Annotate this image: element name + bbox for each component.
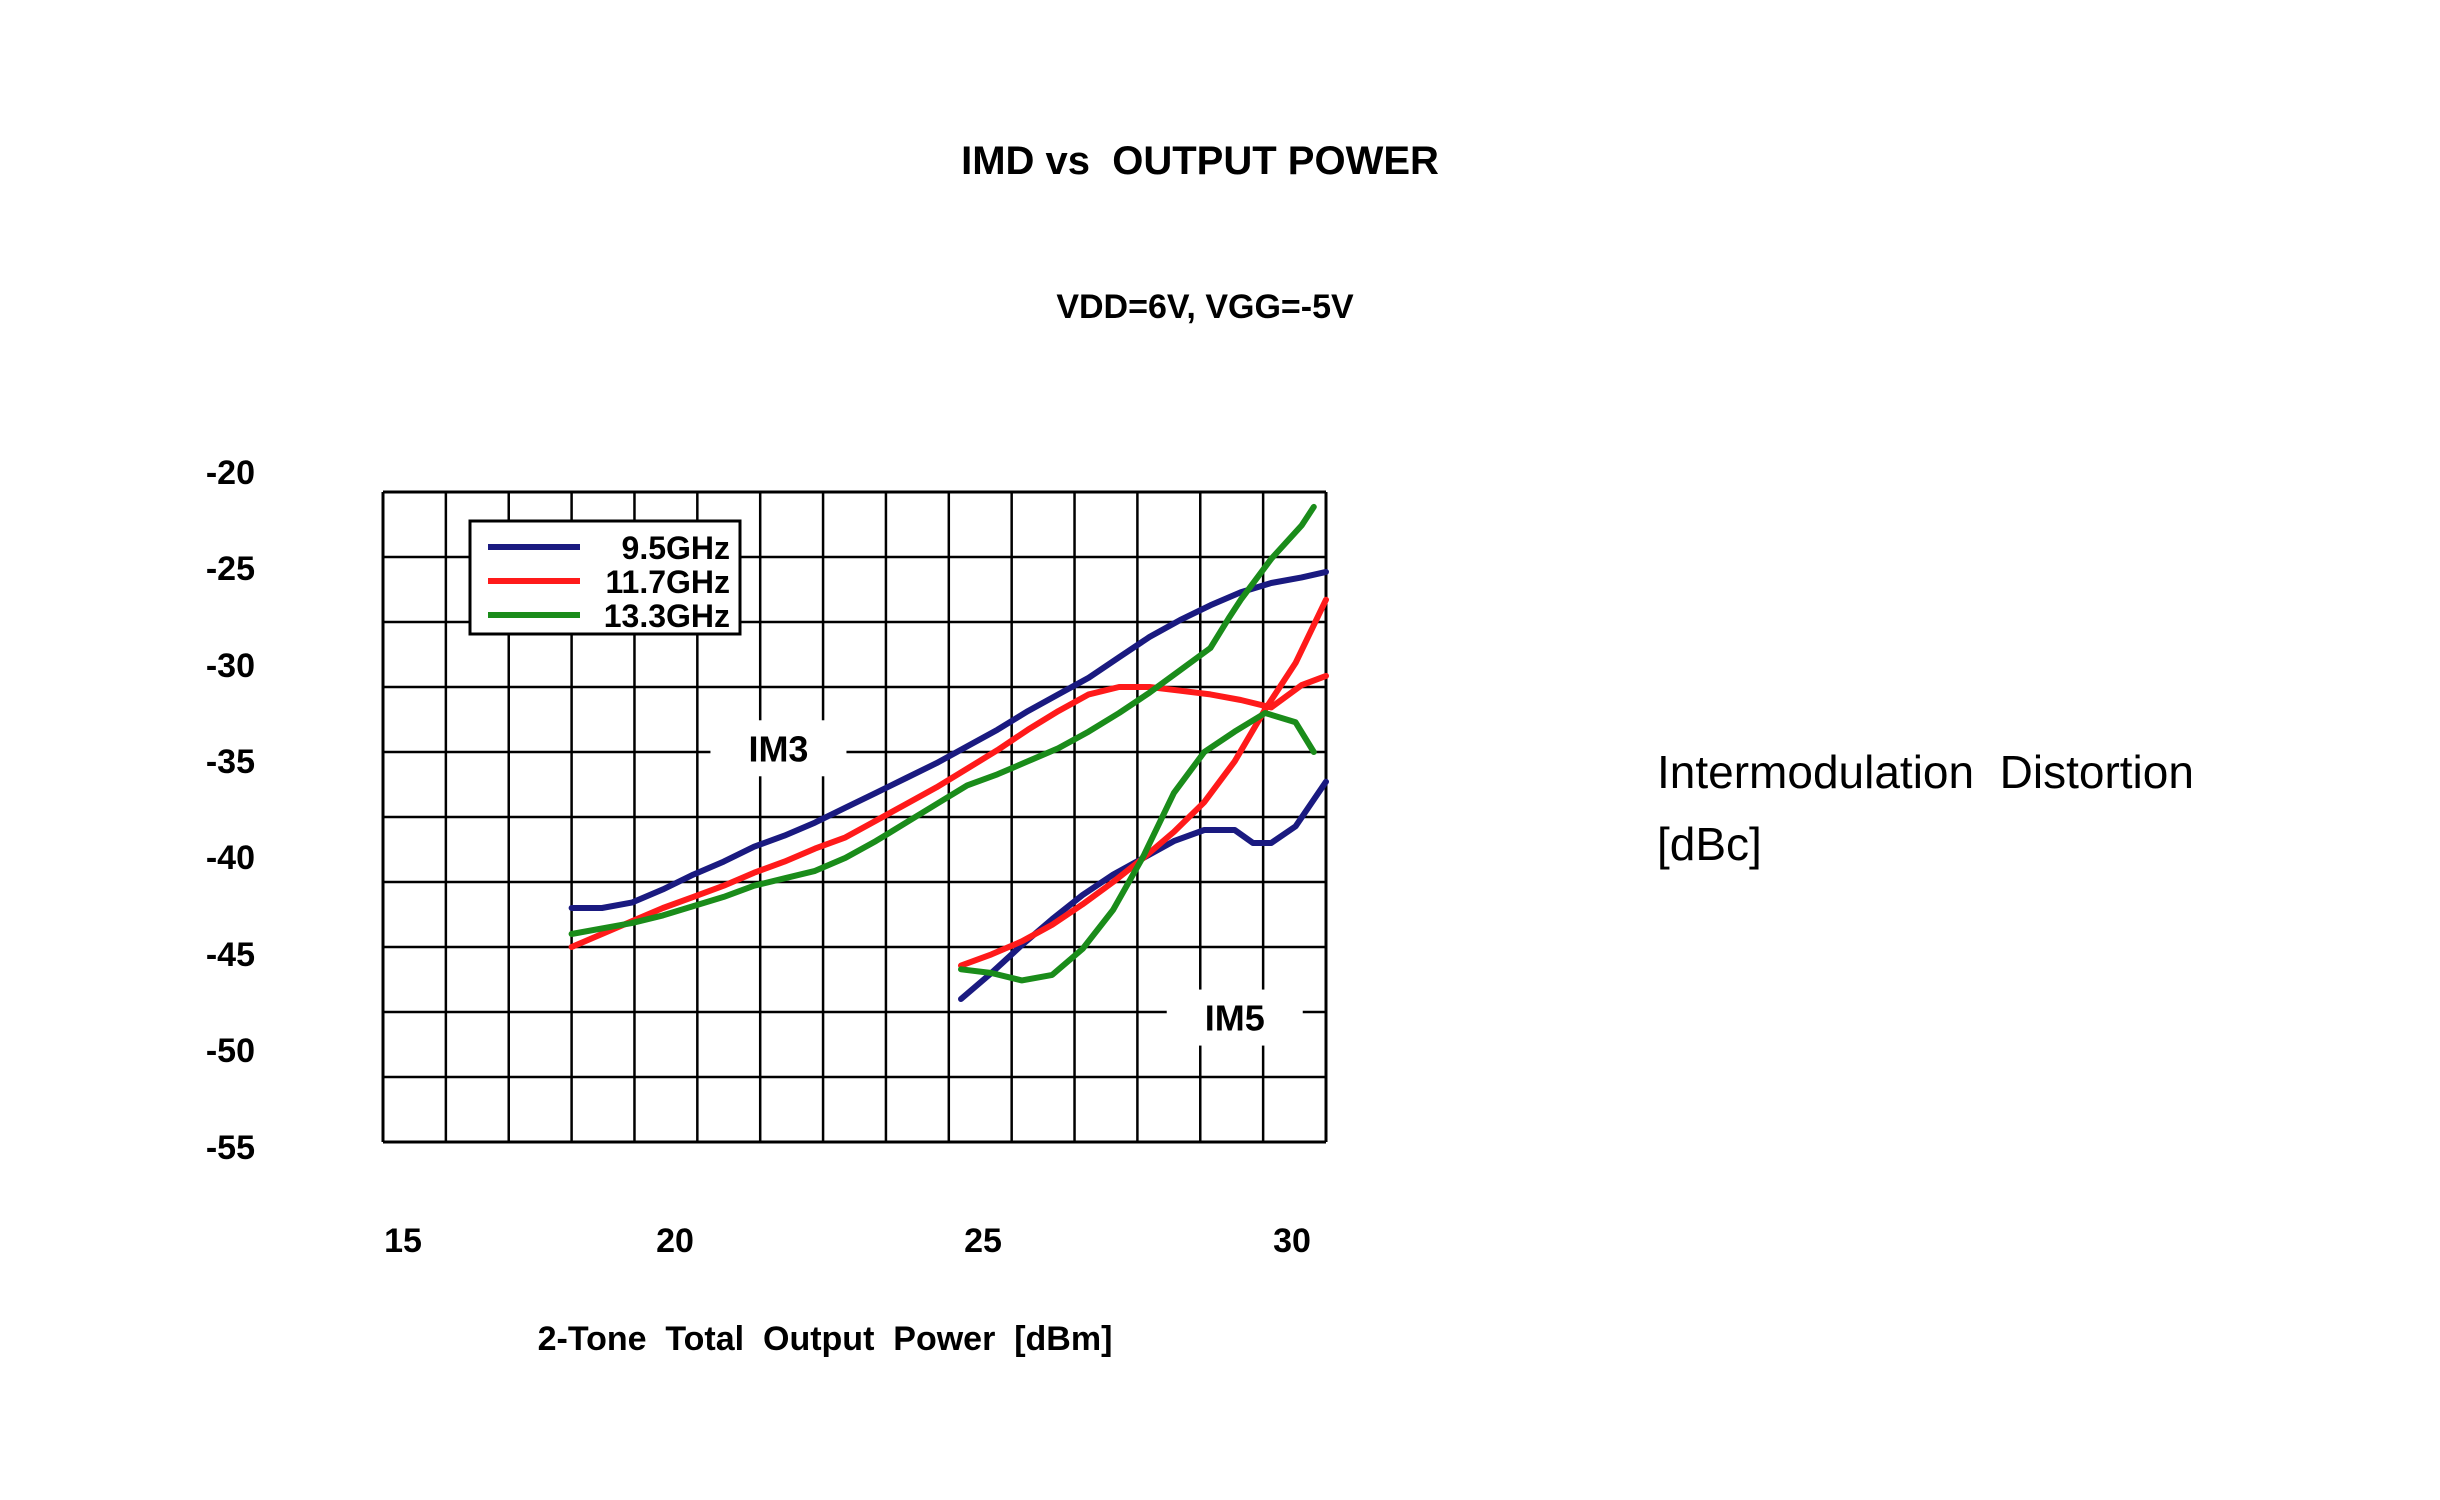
- series-line-im3-13-3ghz: [568, 503, 1317, 937]
- y-axis-label-line-1: Intermodulation Distortion: [1657, 746, 2194, 798]
- annotation-label: IM3: [748, 728, 808, 769]
- x-axis-label: 2-Tone Total Output Power [dBm]: [538, 1320, 1113, 1358]
- annotation-background: [710, 720, 847, 777]
- curve-annotations: IM3 IM5: [710, 720, 1303, 1046]
- series-line-im5-13-3ghz: [958, 710, 1317, 984]
- y-tick-label: -30: [206, 647, 255, 685]
- annotation-label: IM5: [1205, 998, 1265, 1039]
- y-axis-ticks: -20 -25 -30 -35 -40 -45 -50 -55: [206, 454, 255, 1167]
- x-tick-label: 20: [656, 1222, 694, 1260]
- y-axis-label-line-2: [dBc]: [1657, 818, 1762, 870]
- series-line-im3-9-5ghz: [568, 568, 1329, 911]
- legend-label: 9.5GHz: [622, 530, 730, 566]
- chart-subtitle: VDD=6V, VGG=-5V: [1056, 288, 1354, 326]
- x-axis-ticks: 15 20 25 30: [384, 1222, 1311, 1260]
- y-tick-label: -35: [206, 743, 255, 781]
- y-tick-label: -55: [206, 1129, 255, 1167]
- y-tick-label: -20: [206, 454, 255, 492]
- x-tick-label: 25: [964, 1222, 1002, 1260]
- chart-title: IMD vs OUTPUT POWER: [961, 139, 1439, 183]
- y-tick-label: -50: [206, 1032, 255, 1070]
- y-tick-label: -45: [206, 936, 255, 974]
- annotation-background: [1166, 989, 1303, 1046]
- x-tick-label: 30: [1273, 1222, 1311, 1260]
- y-tick-label: -25: [206, 550, 255, 588]
- series-lines: [568, 503, 1329, 1002]
- series-line-im3-11-7ghz: [568, 672, 1329, 950]
- y-tick-label: -40: [206, 839, 255, 877]
- legend-label: 11.7GHz: [605, 564, 730, 600]
- x-tick-label: 15: [384, 1222, 422, 1260]
- series-line-im5-9-5ghz: [958, 778, 1329, 1002]
- series-line-im5-11-7ghz: [958, 596, 1329, 969]
- legend-label: 13.3GHz: [604, 598, 730, 634]
